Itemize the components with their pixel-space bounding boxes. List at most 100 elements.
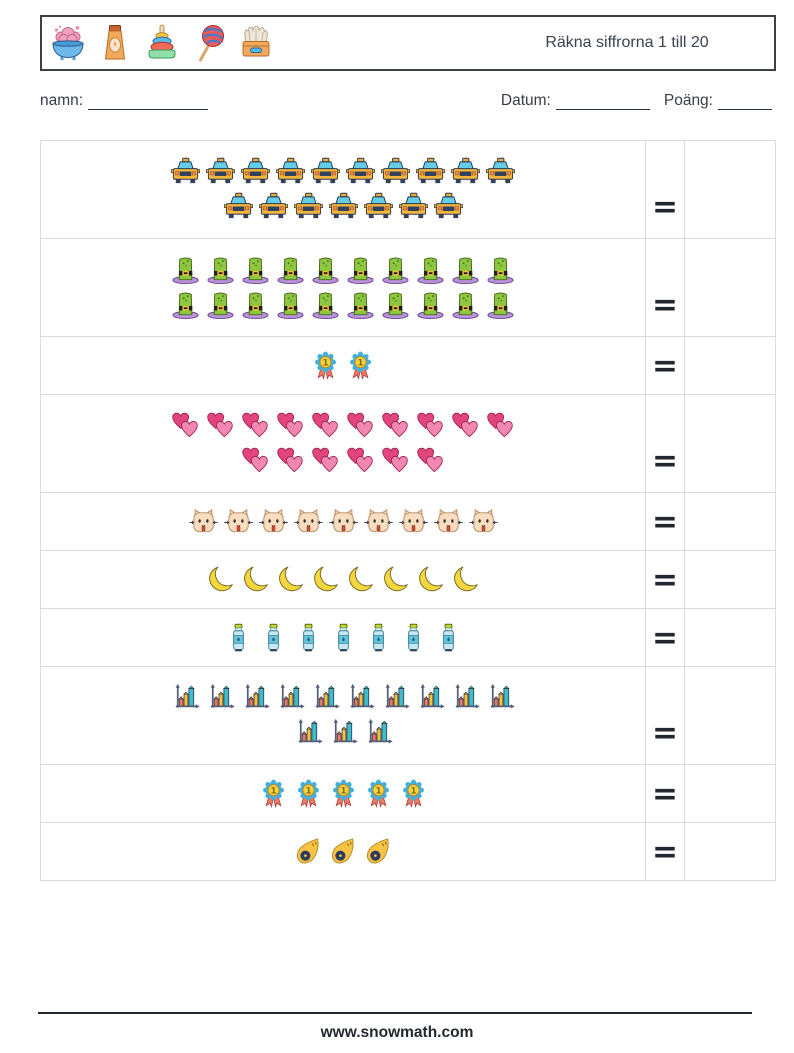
potion-bowl-icon — [48, 23, 88, 63]
icon-line — [293, 837, 394, 867]
equals-sign: = — [652, 561, 678, 598]
cream-tube-icon — [95, 23, 135, 63]
equals-sign: = — [652, 833, 678, 870]
increasing-bar-chart-icon — [363, 718, 394, 748]
oncoming-taxi-icon — [450, 157, 481, 187]
score-write-line — [718, 94, 772, 110]
increasing-bar-chart-icon — [328, 718, 359, 748]
green-top-hat-icon — [450, 290, 481, 320]
equals-cell: = — [645, 823, 685, 880]
icons-cell — [41, 395, 645, 492]
oncoming-taxi-icon — [398, 192, 429, 222]
icon-line — [223, 623, 464, 653]
icons-cell — [41, 823, 645, 880]
increasing-bar-chart-icon — [450, 683, 481, 713]
icon-line — [205, 565, 481, 595]
increasing-bar-chart-icon — [293, 718, 324, 748]
water-bottle-icon — [433, 623, 464, 653]
oncoming-taxi-icon — [258, 192, 289, 222]
cat-face-icon — [363, 507, 394, 537]
icon-line — [170, 411, 516, 441]
comet-icon — [293, 837, 324, 867]
two-hearts-icon — [275, 446, 306, 476]
increasing-bar-chart-icon — [415, 683, 446, 713]
lollipop-icon — [189, 23, 229, 63]
count-row-4-two-hearts: = — [41, 395, 775, 493]
two-hearts-icon — [205, 411, 236, 441]
green-top-hat-icon — [485, 255, 516, 285]
equals-cell: = — [645, 551, 685, 608]
equals-cell: = — [645, 141, 685, 238]
name-write-line — [88, 94, 209, 110]
green-top-hat-icon — [240, 255, 271, 285]
equals-cell: = — [645, 667, 685, 764]
icons-cell — [41, 493, 645, 550]
svg-text:1: 1 — [375, 786, 381, 796]
equals-sign: = — [652, 775, 678, 812]
increasing-bar-chart-icon — [345, 683, 376, 713]
first-place-medal-icon: 1 — [363, 779, 394, 809]
green-top-hat-icon — [345, 255, 376, 285]
answer-cell — [685, 493, 775, 550]
green-top-hat-icon — [275, 290, 306, 320]
two-hearts-icon — [345, 411, 376, 441]
icon-line — [170, 255, 516, 285]
two-hearts-icon — [240, 411, 271, 441]
answer-cell — [685, 609, 775, 666]
count-row-7-water-bottle: = — [41, 609, 775, 667]
green-top-hat-icon — [275, 255, 306, 285]
two-hearts-icon — [310, 411, 341, 441]
crescent-moon-icon — [275, 565, 306, 595]
oncoming-taxi-icon — [433, 192, 464, 222]
icons-cell — [41, 239, 645, 336]
header-box: Räkna siffrorna 1 till 20 — [40, 15, 776, 71]
ring-stacker-icon — [142, 23, 182, 63]
green-top-hat-icon — [170, 255, 201, 285]
count-row-10-comet: = — [41, 823, 775, 880]
first-place-medal-icon: 1 — [398, 779, 429, 809]
count-row-6-crescent-moon: = — [41, 551, 775, 609]
first-place-medal-icon: 1 — [293, 779, 324, 809]
two-hearts-icon — [485, 411, 516, 441]
increasing-bar-chart-icon — [170, 683, 201, 713]
increasing-bar-chart-icon — [310, 683, 341, 713]
green-top-hat-icon — [380, 290, 411, 320]
icon-line — [170, 157, 516, 187]
two-hearts-icon — [240, 446, 271, 476]
header-icons — [48, 23, 276, 63]
two-hearts-icon — [380, 446, 411, 476]
green-top-hat-icon — [415, 255, 446, 285]
oncoming-taxi-icon — [170, 157, 201, 187]
oncoming-taxi-icon — [380, 157, 411, 187]
water-bottle-icon — [223, 623, 254, 653]
crescent-moon-icon — [380, 565, 411, 595]
green-top-hat-icon — [450, 255, 481, 285]
oncoming-taxi-icon — [310, 157, 341, 187]
equals-sign: = — [652, 287, 678, 323]
first-place-medal-icon: 1 — [258, 779, 289, 809]
wipes-box-icon — [236, 23, 276, 63]
equals-cell: = — [645, 609, 685, 666]
oncoming-taxi-icon — [485, 157, 516, 187]
icons-cell: 1 1 1 1 1 — [41, 765, 645, 822]
cat-face-icon — [328, 507, 359, 537]
comet-icon — [328, 837, 359, 867]
answer-cell — [685, 765, 775, 822]
icons-cell — [41, 609, 645, 666]
footer-website: www.snowmath.com — [320, 1024, 474, 1041]
water-bottle-icon — [258, 623, 289, 653]
oncoming-taxi-icon — [363, 192, 394, 222]
fields-row: namn: Datum: Poäng: — [40, 92, 772, 110]
count-row-5-cat-face: = — [41, 493, 775, 551]
equals-cell: = — [645, 765, 685, 822]
icon-line — [293, 718, 394, 748]
cat-face-icon — [398, 507, 429, 537]
equals-cell: = — [645, 395, 685, 492]
answer-cell — [685, 551, 775, 608]
cat-face-icon — [188, 507, 219, 537]
green-top-hat-icon — [415, 290, 446, 320]
answer-cell — [685, 823, 775, 880]
answer-cell — [685, 395, 775, 492]
count-row-9-first-place-medal: 1 1 1 1 1 = — [41, 765, 775, 823]
answer-cell — [685, 337, 775, 394]
